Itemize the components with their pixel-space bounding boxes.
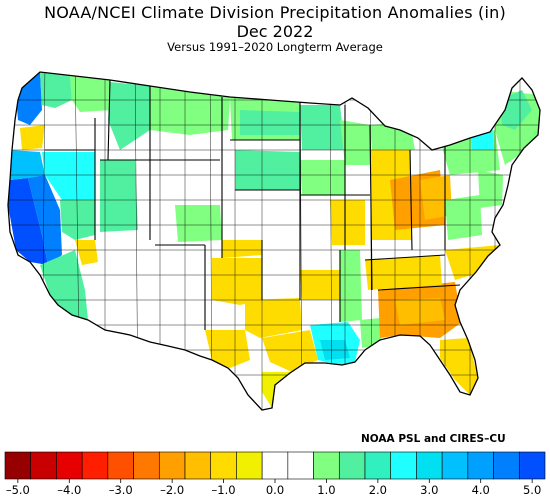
- legend-box: [81, 451, 109, 480]
- legend-tick-label: –2.0: [160, 483, 184, 497]
- zone-oklahoma-texas-panhandle: [212, 258, 262, 305]
- legend-box: [236, 451, 263, 480]
- legend-box: [518, 451, 546, 480]
- zone-dakotas-east: [240, 110, 300, 135]
- zone-nebraska: [235, 150, 300, 190]
- legend-box: [107, 451, 134, 480]
- zone-southern-nevada: [60, 200, 95, 240]
- zone-tennessee: [365, 255, 442, 290]
- zone-colorado: [175, 205, 222, 242]
- zone-new-mexico: [155, 245, 205, 325]
- zone-utah: [100, 160, 138, 232]
- legend-color-boxes: [4, 451, 546, 480]
- zone-northern-nevada: [42, 152, 95, 200]
- legend-box: [4, 451, 32, 480]
- map-title: NOAA/NCEI Climate Division Precipitation…: [44, 3, 506, 22]
- zone-florida: [440, 338, 478, 395]
- zone-mojave: [75, 240, 98, 265]
- zone-appalachian: [445, 195, 482, 240]
- zone-ohio-east: [420, 175, 452, 220]
- zone-minnesota: [300, 105, 345, 150]
- legend-box: [313, 451, 340, 480]
- legend-box: [261, 451, 289, 480]
- zone-mississippi-valley: [340, 250, 362, 322]
- zone-wisconsin: [340, 120, 372, 165]
- legend-ticks: –5.0 –4.0 –3.0 –2.0 –1.0 0.0 1.0 2.0 3.0 4.0 5.0: [6, 479, 541, 497]
- state-boundaries: [45, 79, 461, 330]
- legend-tick-label: –1.0: [212, 483, 236, 497]
- legend-box: [467, 451, 494, 480]
- zone-eastern-washington: [70, 76, 112, 112]
- map-period: Dec 2022: [236, 22, 314, 41]
- zone-iowa: [300, 160, 345, 195]
- legend-box: [416, 451, 443, 480]
- legend-tick-label: 1.0: [317, 483, 335, 497]
- legend-box: [184, 451, 212, 480]
- zone-idaho: [108, 82, 150, 150]
- legend-box: [30, 451, 57, 480]
- legend-tick-label: 5.0: [523, 483, 541, 497]
- legend-box: [493, 451, 520, 480]
- zone-southern-california: [40, 250, 88, 320]
- zone-north-carolina: [445, 245, 500, 280]
- legend-box: [364, 451, 392, 480]
- zone-arkansas: [300, 270, 340, 300]
- zone-oregon-interior: [45, 118, 98, 150]
- legend-box: [56, 451, 83, 480]
- legend-box: [441, 451, 469, 480]
- zone-sierra: [28, 175, 62, 265]
- legend-box: [287, 451, 314, 480]
- zone-mid-atlantic: [478, 170, 503, 208]
- legend-tick-label: 2.0: [369, 483, 387, 497]
- zone-southern-oregon: [20, 125, 45, 150]
- zone-gulf-coast-ms-al: [360, 318, 382, 348]
- zone-kansas-west: [222, 240, 262, 258]
- legend-box: [158, 451, 186, 480]
- legend-tick-label: –4.0: [57, 483, 81, 497]
- legend-box: [338, 451, 366, 480]
- legend-box: [390, 451, 417, 480]
- legend-tick-label: 3.0: [420, 483, 438, 497]
- legend-tick-label: 4.0: [472, 483, 490, 497]
- zone-west-texas: [205, 330, 250, 368]
- legend-box: [133, 451, 160, 480]
- legend-tick-label: 0.0: [266, 483, 284, 497]
- legend-box: [210, 451, 237, 480]
- zone-puget-sound: [40, 72, 72, 108]
- legend-tick-label: –5.0: [6, 483, 30, 497]
- map-subtitle: Versus 1991–2020 Longterm Average: [167, 40, 383, 54]
- zone-central-texas: [262, 330, 318, 372]
- credit-label: NOAA PSL and CIRES–CU: [361, 433, 506, 445]
- zone-northern-california: [10, 150, 45, 180]
- legend-tick-label: –3.0: [109, 483, 133, 497]
- zone-missouri: [330, 200, 365, 245]
- zone-north-texas: [245, 298, 302, 338]
